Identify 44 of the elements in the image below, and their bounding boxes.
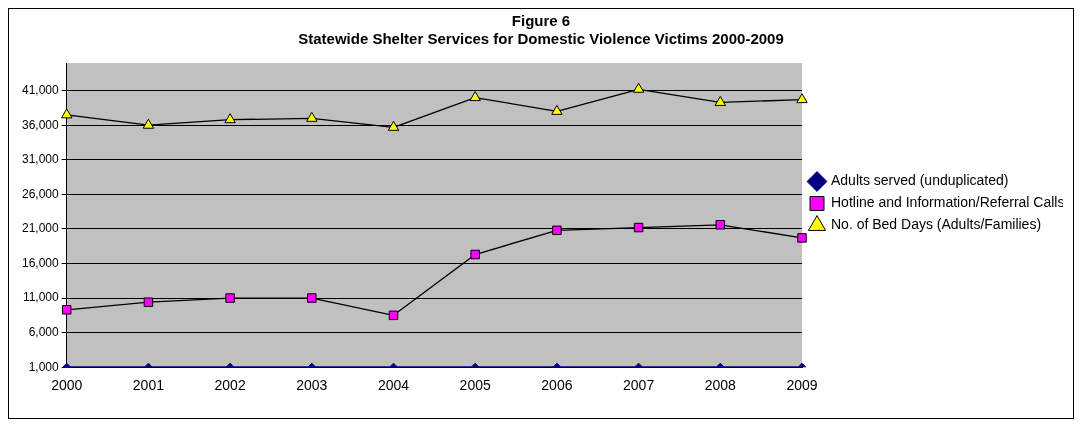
point [797, 233, 807, 243]
point [143, 297, 154, 307]
chart-subtitle: Statewide Shelter Services for Domestic Violence Victims 2000-2009 [298, 30, 784, 48]
point [715, 220, 726, 230]
point [552, 225, 562, 236]
point [796, 93, 808, 104]
y-tick-label: 26,000 [22, 186, 60, 201]
x-tick-label: 2009 [786, 377, 818, 394]
x-tick-label: 2005 [459, 377, 491, 394]
legend-label: Adults served (unduplicated) [831, 172, 1009, 189]
x-tick-label: 2003 [296, 377, 328, 394]
point [632, 82, 645, 93]
point [306, 111, 318, 122]
point [307, 293, 317, 303]
y-tick-label: 11,000 [22, 290, 60, 305]
point [61, 108, 73, 119]
point [633, 222, 644, 233]
x-tick-label: 2002 [214, 377, 246, 394]
x-tick-label: 2001 [132, 377, 165, 394]
point [469, 91, 481, 102]
y-tick-label: 21,000 [22, 221, 60, 236]
x-tick-label: 2000 [51, 377, 83, 394]
point [61, 305, 72, 315]
x-tick-label: 2004 [377, 377, 410, 394]
point [470, 249, 480, 260]
x-tick-label: 2008 [704, 377, 737, 394]
point [388, 310, 399, 321]
point [142, 118, 155, 129]
x-tick-label: 2007 [623, 377, 655, 394]
y-tick-label: 6,000 [28, 324, 60, 339]
y-tick-label: 36,000 [22, 117, 60, 132]
y-tick-label: 31,000 [22, 152, 60, 167]
y-tick-label: 16,000 [22, 255, 60, 270]
y-tick-label: 1,000 [28, 359, 60, 374]
point [551, 104, 563, 115]
chart-title: Figure 6 [511, 12, 571, 30]
x-tick-label: 2006 [541, 377, 573, 394]
point [387, 120, 400, 131]
point [224, 113, 236, 124]
legend-label: No. of Bed Days (Adults/Families) [831, 216, 1042, 233]
point [714, 95, 726, 106]
point [225, 293, 235, 303]
y-tick-label: 41,000 [22, 82, 60, 97]
legend-label: Hotline and Information/Referral Calls [831, 194, 1065, 211]
